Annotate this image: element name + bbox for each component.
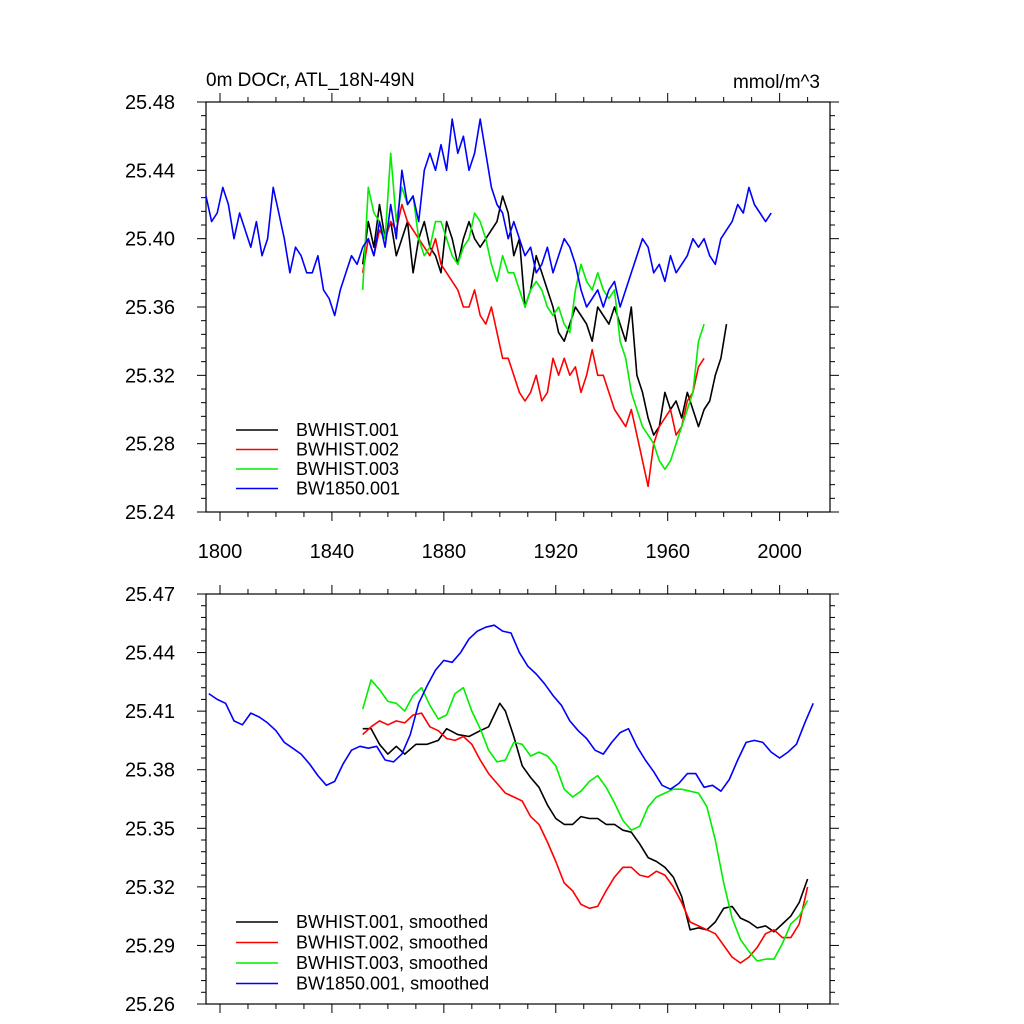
legend-label: BWHIST.001 — [296, 420, 399, 440]
series-line — [361, 152, 705, 471]
y-tick-label: 25.41 — [125, 701, 175, 723]
y-tick-label: 25.32 — [125, 365, 175, 387]
x-tick-label: 1840 — [310, 541, 355, 563]
y-tick-label: 25.32 — [125, 877, 175, 899]
y-tick-label: 25.40 — [125, 229, 175, 251]
legend-label: BWHIST.001, smoothed — [296, 912, 488, 932]
legend-label: BWHIST.003, smoothed — [296, 953, 488, 973]
x-tick-label: 2000 — [757, 541, 802, 563]
y-tick-label: 25.35 — [125, 818, 175, 840]
y-tick-label: 25.24 — [125, 502, 175, 524]
series-line — [361, 203, 705, 488]
series-line — [362, 702, 809, 933]
bottom-panel: 25.26 25.29 25.32 25.35 25.38 25.41 25.44 25.47… — [125, 584, 839, 1016]
top-panel: 1800 1840 1880 1920 1960 2000 25.24 25.28 25.32 2… — [125, 70, 839, 563]
y-tick-label: 25.28 — [125, 434, 175, 456]
legend-label: BW1850.001, smoothed — [296, 974, 489, 994]
x-tick-label: 1960 — [645, 541, 690, 563]
series-line — [361, 679, 809, 962]
y-tick-label: 25.29 — [125, 935, 175, 957]
y-tick-label: 25.44 — [125, 160, 175, 182]
y-tick-label: 25.47 — [125, 584, 175, 606]
chart-title: 0m DOCr, ATL_18N-49N — [206, 70, 415, 91]
x-tick-label: 1800 — [198, 541, 243, 563]
x-tick-label: 1920 — [534, 541, 579, 563]
y-tick-label: 25.36 — [125, 297, 175, 319]
series-line — [205, 118, 772, 317]
y-tick-label: 25.38 — [125, 760, 175, 782]
series-line — [208, 624, 814, 793]
legend-label: BWHIST.002, smoothed — [296, 933, 488, 953]
legend-label: BWHIST.002 — [296, 440, 399, 460]
legend-label: BW1850.001 — [296, 479, 400, 499]
y-tick-label: 25.48 — [125, 92, 175, 114]
plot-frame — [205, 593, 831, 1005]
series-line — [362, 712, 809, 964]
units-label: mmol/m^3 — [733, 72, 820, 93]
y-tick-label: 25.26 — [125, 994, 175, 1016]
series-line — [361, 195, 728, 436]
legend-label: BWHIST.003 — [296, 459, 399, 479]
x-tick-label: 1880 — [422, 541, 467, 563]
y-tick-label: 25.44 — [125, 643, 175, 665]
